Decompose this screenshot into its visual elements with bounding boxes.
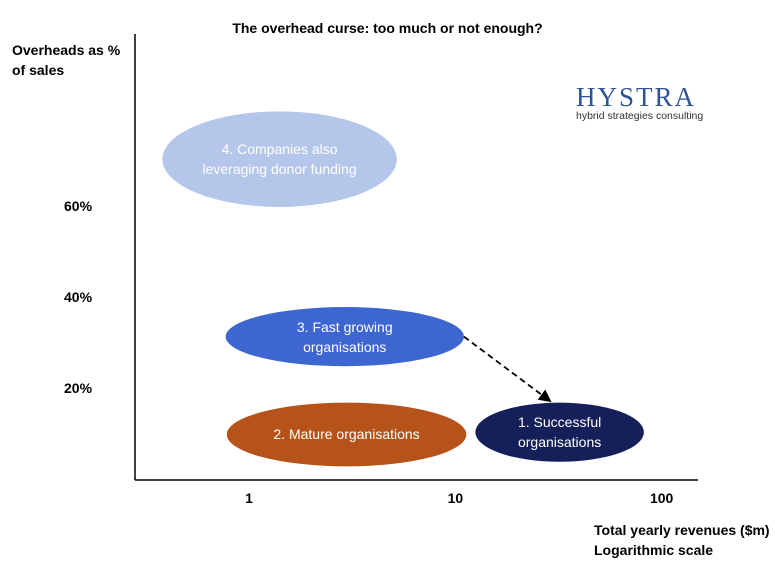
x-axis-scale-note: Logarithmic scale [594, 542, 714, 558]
x-tick-label-1: 1 [245, 490, 253, 506]
x-axis-label: Total yearly revenues ($m) [594, 522, 770, 538]
bubble-3 [226, 402, 467, 467]
bubble-label-1: 4. Companies also leveraging donor fundi… [202, 141, 357, 178]
bubble-4 [475, 402, 644, 462]
progression-arrow [463, 335, 552, 403]
logo-wordmark: HYSTRA [576, 82, 697, 112]
y-tick-label-60pct: 60% [64, 197, 93, 214]
x-tick-label-100: 100 [649, 490, 674, 506]
bubble-label-4: 1. Successful organisations [517, 414, 602, 451]
x-tick-label-10: 10 [447, 490, 464, 506]
bubble-label-2: 3. Fast growing organisations [296, 318, 393, 355]
bubble-2 [225, 307, 464, 367]
bubble-label-3: 2. Mature organisations [273, 426, 420, 443]
y-axis-label: Overheads as % of sales [12, 42, 121, 78]
chart-title: The overhead curse: too much or not enou… [232, 20, 543, 36]
logo-tagline: hybrid strategies consulting [576, 110, 704, 122]
hystra-logo: HYSTRA hybrid strategies consulting [576, 82, 726, 123]
y-tick-label-40pct: 40% [64, 288, 93, 305]
bubble-1 [162, 111, 397, 207]
y-tick-label-20pct: 20% [64, 379, 93, 396]
